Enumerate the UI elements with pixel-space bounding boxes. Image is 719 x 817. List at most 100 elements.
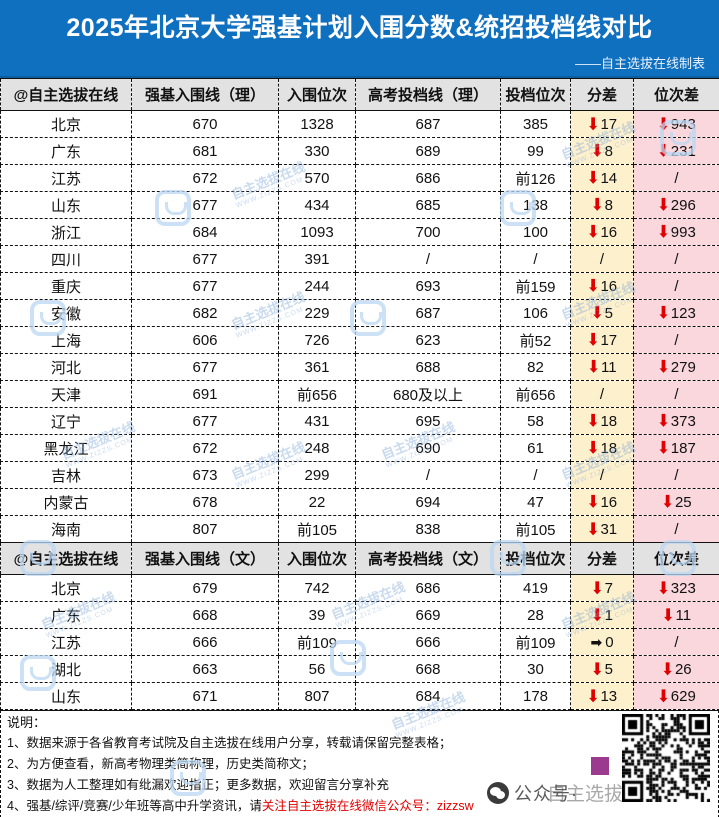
table-row: 山东 677 434 685 138 ⬇8 ⬇296 [0,191,719,219]
table-row: 四川 677 391// / / [0,245,719,273]
down-arrow-icon: ⬇ [661,492,674,513]
rank-diff-value: / [674,466,679,484]
province-cell: 北京 [0,110,132,138]
wechat-label: 公众号· [514,784,578,804]
qj-rank-cell: 361 [278,353,356,381]
gk-line-cell: 666 [355,628,501,656]
note-line-last: 4、强基/综评/竞赛/少年班等高中升学资讯，请关注自主选拔在线微信公众号：ziz… [7,796,712,817]
down-arrow-icon: ⬇ [657,114,670,135]
qj-rank-cell: 前656 [278,380,356,408]
down-arrow-icon: ⬇ [591,195,604,216]
rank-diff-cell: ⬇279 [633,353,719,381]
qj-line-cell: 672 [131,434,279,462]
qj-rank-cell: 742 [278,574,356,602]
down-arrow-icon: ⬇ [657,686,670,707]
banner-subtitle: ——自主选拔在线制表 [574,56,705,71]
gk-rank-cell: 前105 [500,515,571,543]
qj-line-cell: 679 [131,574,279,602]
table-row: 江苏 672 570 686 前126 ⬇14/ [0,164,719,192]
rank-diff-value: / [674,331,679,349]
score-diff-value: 1 [604,607,613,624]
qr-code[interactable] [622,714,710,802]
table-row: 海南 807 前105 838 前105 ⬇31/ [0,515,719,543]
rank-diff-cell: / [633,245,719,273]
gk-rank-cell: 100 [500,218,571,246]
province-cell: 安徽 [0,299,132,327]
gk-rank-cell: 99 [500,137,571,165]
score-diff-cell: ⬇13 [570,682,634,710]
qj-rank-cell: 726 [278,326,356,354]
score-diff-value: / [599,466,605,484]
qj-rank-cell: 391 [278,245,356,273]
score-diff-value: 5 [604,305,613,322]
score-diff-cell: / [570,380,634,408]
table-row: 吉林 673 299// / / [0,461,719,489]
province-cell: 山东 [0,191,132,219]
province-cell: 广东 [0,601,132,629]
score-diff-cell: ⬇17 [570,110,634,138]
rank-diff-cell: ⬇26 [633,655,719,683]
gk-rank-cell: 106 [500,299,571,327]
gk-line-cell: 693 [355,272,501,300]
score-diff-value: 11 [601,359,617,376]
qj-line-cell: 678 [131,488,279,516]
rank-diff-cell: ⬇373 [633,407,719,435]
qj-line-cell: 606 [131,326,279,354]
down-arrow-icon: ⬇ [591,659,604,680]
rank-diff-cell: ⬇25 [633,488,719,516]
down-arrow-icon: ⬇ [661,605,675,626]
province-cell: 山东 [0,682,132,710]
qj-rank-cell: 39 [278,601,356,629]
rank-diff-value: 123 [670,305,696,322]
wechat-icon [487,782,509,804]
table-row: 广东 668 39 669 28 ⬇1 ⬇11 [0,601,719,629]
column-header: 分差 [570,542,634,575]
gk-rank-cell: 138 [500,191,571,219]
rank-diff-value: 231 [670,143,696,160]
gk-line-cell: 838 [355,515,501,543]
down-arrow-icon: ⬇ [586,411,600,432]
rank-diff-cell: / [633,515,719,543]
gk-rank-cell: 前126 [500,164,571,192]
table-row: 安徽 682 229 687 106 ⬇5 ⬇123 [0,299,719,327]
comparison-table: @自主选拔在线 强基入围线（理） 入围位次 高考投档线（理） 投档位次 分差 位次差 北京 67… [0,78,719,710]
gk-line-cell: 686 [355,574,501,602]
score-diff-cell: ➡ 0 [570,628,634,656]
down-arrow-icon: ⬇ [586,492,600,513]
score-diff-value: 17 [600,332,618,349]
title-banner: 2025年北京大学强基计划入围分数&统招投档线对比 ——自主选拔在线制表 [0,0,719,78]
down-arrow-icon: ⬇ [586,276,600,297]
rank-diff-cell: ⬇993 [633,218,719,246]
qj-rank-cell: 229 [278,299,356,327]
note-line: 3、数据为人工整理如有纰漏欢迎指正；更多数据，欢迎留言分享补充 [7,778,389,792]
column-header: 高考投档线（文） [355,542,501,575]
rank-diff-cell: ⬇323 [633,574,719,602]
score-diff-value: 17 [600,116,618,133]
down-arrow-icon: ⬇ [591,605,604,626]
score-diff-cell: / [570,245,634,273]
rank-diff-cell: / [633,461,719,489]
right-arrow-icon: ➡ [590,633,603,650]
score-diff-value: / [599,385,605,403]
down-arrow-icon: ⬇ [586,114,600,135]
province-cell: 北京 [0,574,132,602]
down-arrow-icon: ⬇ [657,222,670,243]
score-diff-value: / [599,250,605,268]
gk-line-cell: / [355,245,501,273]
down-arrow-icon: ⬇ [591,303,604,324]
qj-rank-cell: 807 [278,682,356,710]
rank-diff-cell: ⬇123 [633,299,719,327]
rank-diff-cell: ⬇231 [633,137,719,165]
rank-diff-value: 296 [670,197,696,214]
table-row: 黑龙江 672 248 690 61 ⬇18 ⬇187 [0,434,719,462]
score-diff-value: 7 [604,580,613,597]
wechat-account-link[interactable]: 关注自主选拔在线微信公众号：zizzsw [261,799,474,813]
qj-line-cell: 682 [131,299,279,327]
down-arrow-icon: ⬇ [657,438,670,459]
down-arrow-icon: ⬇ [586,168,600,189]
province-cell: 天津 [0,380,132,408]
qj-line-cell: 663 [131,655,279,683]
score-diff-cell: ⬇7 [570,574,634,602]
down-arrow-icon: ⬇ [586,519,600,540]
province-cell: 黑龙江 [0,434,132,462]
